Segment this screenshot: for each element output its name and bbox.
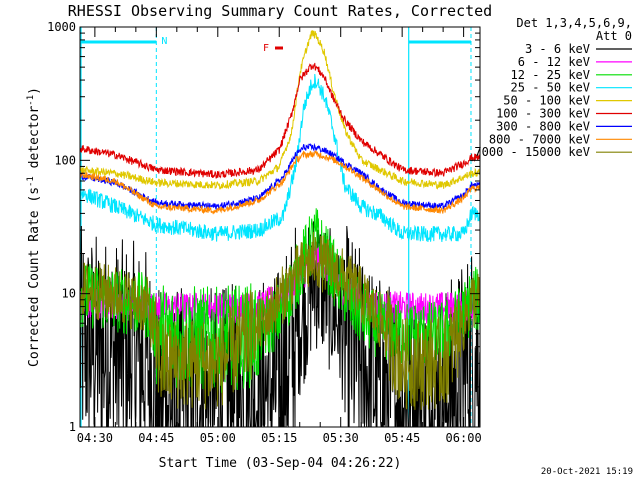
footer-timestamp: 20-Oct-2021 15:19 (541, 467, 633, 477)
y-axis-title-exponent: -1 (26, 95, 36, 106)
legend-entry-label: 7000 - 15000 keV (474, 145, 590, 159)
legend-entry-label: 100 - 300 keV (496, 107, 590, 121)
x-axis-title: Start Time (03-Sep-04 04:26:22) (159, 456, 402, 471)
legend-header-line: Att 0 (596, 29, 632, 43)
x-tick-label: 05:00 (200, 431, 236, 445)
y-axis-title-part: ) (27, 87, 42, 95)
chart-title: RHESSI Observing Summary Count Rates, Co… (68, 2, 492, 20)
x-tick-label: 06:00 (446, 431, 482, 445)
svg-text:Corrected Count Rate (s-1 dete: Corrected Count Rate (s-1 detector-1) (26, 87, 42, 367)
legend-entry-label: 300 - 800 keV (496, 119, 590, 133)
x-tick-label: 04:30 (77, 431, 113, 445)
series-line (80, 29, 480, 190)
y-tick-label: 100 (54, 153, 76, 167)
y-axis-title: Corrected Count Rate (s-1 detector-1) (26, 87, 42, 367)
night-flag-label: N (161, 36, 167, 47)
legend-entry-label: 12 - 25 keV (511, 68, 590, 82)
y-axis-title-part: detector (27, 106, 42, 177)
x-tick-label: 05:30 (323, 431, 359, 445)
legend-entry-label: 6 - 12 keV (518, 55, 590, 69)
x-tick-label: 04:45 (138, 431, 174, 445)
series-line (80, 208, 480, 393)
legend-entry-label: 3 - 6 keV (525, 42, 590, 56)
legend-entry-label: 800 - 7000 keV (489, 132, 590, 146)
plot-frame (79, 26, 481, 428)
series-layer (80, 29, 480, 427)
y-axis-title-exponent: -1 (26, 176, 36, 187)
y-tick-label: 1 (69, 420, 76, 434)
series-line (80, 231, 480, 410)
series-line (80, 62, 480, 179)
legend-header-line: Det 1,3,4,5,6,9, (516, 16, 632, 30)
y-tick-label: 10 (62, 287, 76, 301)
x-tick-label: 05:45 (384, 431, 420, 445)
axes-layer: 1 10 100 1000 04:30 04:45 05:00 05:15 05:30 05:45… (47, 20, 482, 445)
series-line (80, 73, 480, 243)
legend-entry-label: 50 - 100 keV (503, 94, 590, 108)
y-axis-title-part: Corrected Count Rate (s (27, 187, 42, 367)
flare-flag-label: F (263, 43, 269, 54)
y-tick-label: 1000 (47, 20, 76, 34)
legend-entry-label: 25 - 50 keV (511, 81, 590, 95)
x-tick-label: 05:15 (261, 431, 297, 445)
series-line (80, 221, 480, 427)
series-line (80, 150, 480, 215)
